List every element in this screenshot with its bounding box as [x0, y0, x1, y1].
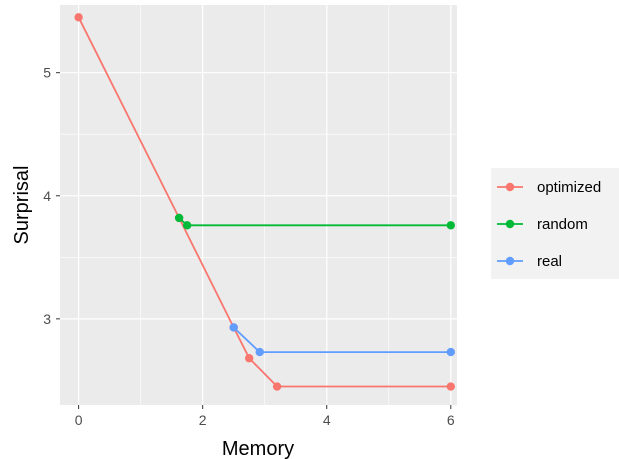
real-point: [255, 347, 264, 357]
random-point: [446, 221, 455, 230]
optimized-point: [446, 382, 455, 391]
series-random: [174, 213, 455, 230]
x-tick-label: 6: [447, 412, 455, 428]
ticks-layer: 0 2 4 6 3 4 5: [43, 65, 455, 428]
y-tick-label: 3: [43, 311, 51, 327]
legend-item-random: random: [497, 216, 588, 233]
y-axis-title: Surprisal: [11, 166, 33, 245]
legend-label: random: [537, 216, 588, 233]
x-tick-label: 2: [199, 412, 207, 428]
optimized-line: [77, 16, 451, 388]
optimized-point: [74, 13, 83, 22]
optimized-point: [272, 382, 282, 391]
real-point: [446, 347, 455, 357]
legend-key-point: [505, 219, 515, 229]
series-real: [229, 323, 455, 357]
series-layer: [74, 13, 455, 391]
x-tick-label: 4: [323, 412, 331, 428]
legend-item-optimized: optimized: [497, 179, 601, 196]
legend-label: optimized: [537, 179, 601, 196]
legend-label: real: [537, 253, 562, 270]
x-tick-label: 0: [75, 412, 83, 428]
plot-panel: [60, 5, 457, 405]
x-axis-title: Memory: [222, 438, 294, 459]
grid-minor: [60, 5, 457, 405]
random-point: [182, 221, 192, 230]
legend-key-point: [505, 256, 515, 266]
legend-item-real: real: [497, 253, 562, 270]
legend: optimized random real: [497, 179, 601, 270]
grid-major: [60, 5, 457, 405]
optimized-point: [244, 354, 254, 363]
real-point: [229, 323, 238, 332]
y-tick-label: 5: [43, 65, 51, 81]
y-tick-label: 4: [43, 188, 51, 204]
random-point: [174, 213, 184, 223]
legend-key-point: [505, 182, 515, 192]
